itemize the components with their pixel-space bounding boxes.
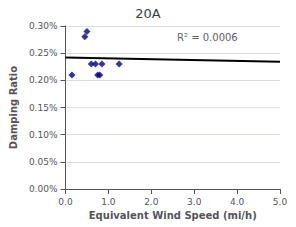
- svg-text:0.30%: 0.30%: [29, 21, 58, 31]
- svg-text:0.0: 0.0: [58, 197, 73, 207]
- svg-text:Equivalent Wind Speed (mi/h): Equivalent Wind Speed (mi/h): [89, 210, 257, 221]
- svg-text:1.0: 1.0: [101, 197, 116, 207]
- svg-text:0.00%: 0.00%: [29, 184, 58, 194]
- svg-text:2.0: 2.0: [144, 197, 159, 207]
- svg-text:3.0: 3.0: [187, 197, 202, 207]
- svg-text:R² = 0.0006: R² = 0.0006: [177, 32, 238, 43]
- svg-text:0.15%: 0.15%: [29, 103, 58, 113]
- svg-text:20A: 20A: [135, 6, 161, 21]
- svg-text:0.10%: 0.10%: [29, 130, 58, 140]
- svg-text:0.05%: 0.05%: [29, 157, 58, 167]
- svg-text:0.20%: 0.20%: [29, 75, 58, 85]
- svg-text:5.0: 5.0: [273, 197, 288, 207]
- svg-text:4.0: 4.0: [230, 197, 245, 207]
- svg-text:0.25%: 0.25%: [29, 48, 58, 58]
- svg-text:Damping Ratio: Damping Ratio: [8, 66, 19, 149]
